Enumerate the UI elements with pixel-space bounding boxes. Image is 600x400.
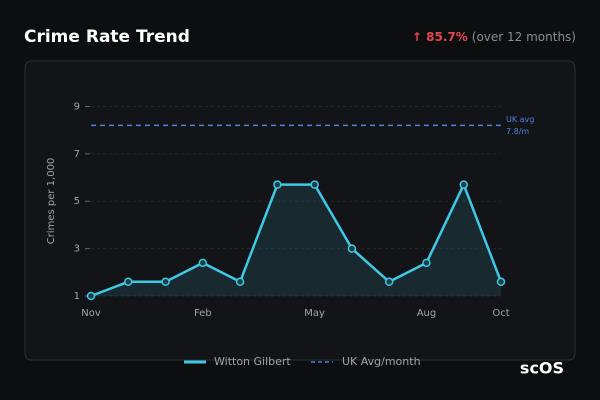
y-tick-label: 7 xyxy=(74,149,80,160)
legend-label: UK Avg/month xyxy=(342,355,421,368)
card xyxy=(24,60,576,361)
marker xyxy=(161,277,170,287)
marker xyxy=(384,277,394,287)
line xyxy=(90,183,503,298)
x-tick-label: May xyxy=(304,308,325,319)
marker xyxy=(235,277,245,287)
logo: scOS xyxy=(520,359,564,378)
y-tick-label: 9 xyxy=(74,101,80,112)
marker xyxy=(86,291,96,301)
change-note: (over 12 months) xyxy=(472,30,576,44)
chart-title: Crime Rate Trend xyxy=(24,27,190,47)
plot: 1 3 5 7 9 Nov Feb May Aug Oct UK avg 7.8/m Witton Gi… xyxy=(74,101,535,368)
x-tick-label: Nov xyxy=(81,308,101,319)
marker xyxy=(198,258,208,268)
reference-annotation: 7.8/m xyxy=(506,127,529,136)
marker xyxy=(496,277,506,287)
change-value: ↑ 85.7% xyxy=(412,30,468,44)
marker xyxy=(273,180,282,189)
marker xyxy=(347,244,357,253)
x-tick-label: Oct xyxy=(492,308,509,319)
marker xyxy=(124,277,133,287)
change-summary: ↑ 85.7% (over 12 months) xyxy=(412,30,576,44)
marker xyxy=(422,258,431,268)
marker xyxy=(310,180,319,189)
legend-label: Witton Gilbert xyxy=(214,355,291,368)
x-tick-label: Feb xyxy=(194,308,212,319)
reference-annotation: UK avg xyxy=(506,115,534,124)
y-tick-label: 1 xyxy=(74,291,80,302)
marker xyxy=(459,180,468,189)
y-tick-label: 3 xyxy=(74,244,80,255)
x-tick-label: Aug xyxy=(417,308,437,319)
y-tick-label: 5 xyxy=(74,196,80,207)
y-axis-label: Crimes per 1,000 xyxy=(46,158,57,245)
